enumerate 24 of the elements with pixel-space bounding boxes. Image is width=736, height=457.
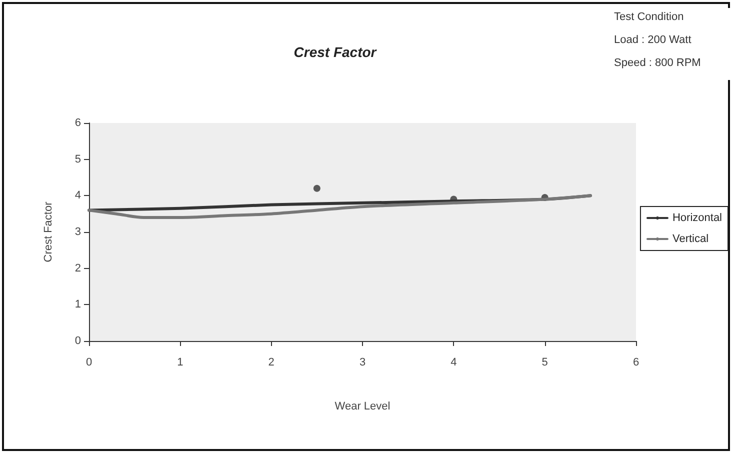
y-tick-label: 0 (74, 335, 81, 347)
text: Load : 200 Watt (614, 34, 692, 46)
y-tick-label: 5 (74, 153, 81, 166)
y-tick-label: 1 (74, 298, 81, 311)
chart-title: Crest Factor (294, 44, 378, 60)
x-tick-label: 3 (359, 356, 366, 368)
x-tick-label: 2 (268, 356, 274, 368)
y-tick-label: 6 (74, 117, 81, 129)
point (313, 184, 320, 192)
y-tick-label: 3 (74, 226, 81, 238)
x-tick-label: 0 (86, 356, 92, 368)
text: Speed : 800 RPM (614, 57, 702, 69)
x-tick-label: 4 (450, 356, 457, 368)
x-tick-label: 5 (542, 356, 548, 368)
x-axis-title: Wear Level (334, 400, 390, 412)
y-tick-label: 4 (74, 190, 81, 202)
legend-label: Horizontal (672, 212, 722, 224)
y-tick-label: 2 (74, 262, 81, 274)
x-tick-label: 1 (177, 356, 184, 368)
x-tick-label: 6 (632, 356, 640, 368)
line-series (88, 194, 592, 219)
text: Test Condition (614, 11, 685, 23)
legend-label: Vertical (672, 233, 709, 245)
y-axis-title: Crest Factor (42, 201, 54, 262)
